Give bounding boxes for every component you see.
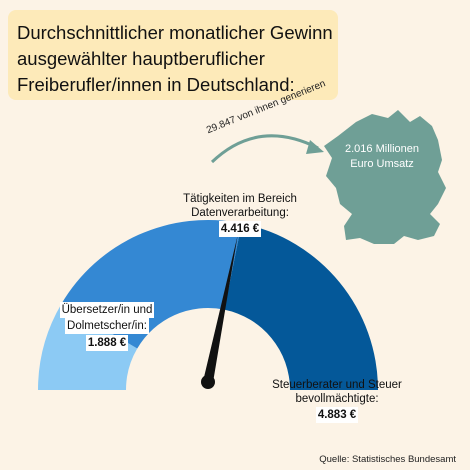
gauge-needle bbox=[201, 234, 238, 389]
value-steuerberater: 4.883 € bbox=[315, 407, 359, 423]
label-steuerberater-line-1: Steuerberater und Steuer bbox=[272, 379, 402, 391]
label-uebersetzer-line-1: Übersetzer/in und bbox=[59, 302, 155, 318]
label-uebersetzer: Übersetzer/in und Dolmetscher/in: 1.888 … bbox=[42, 302, 172, 351]
label-datenverarbeitung: Tätigkeiten im Bereich Datenverarbeitung… bbox=[155, 192, 325, 237]
curved-arrow bbox=[210, 134, 319, 164]
title-box bbox=[8, 10, 338, 100]
label-steuerberater: Steuerberater und Steuer bevollmächtigte… bbox=[262, 378, 412, 423]
map-caption-line-1: 2.016 Millionen bbox=[345, 143, 419, 155]
label-datenverarbeitung-line-2: Datenverarbeitung: bbox=[191, 207, 289, 219]
germany-map bbox=[324, 110, 446, 244]
value-datenverarbeitung: 4.416 € bbox=[218, 221, 262, 237]
label-uebersetzer-line-2: Dolmetscher/in: bbox=[65, 318, 149, 334]
curved-arrow-head bbox=[306, 140, 324, 154]
map-caption: 2.016 Millionen Euro Umsatz bbox=[332, 142, 432, 172]
gauge-segment-3 bbox=[224, 223, 378, 390]
label-datenverarbeitung-line-1: Tätigkeiten im Bereich bbox=[183, 193, 297, 205]
map-caption-line-2: Euro Umsatz bbox=[350, 158, 414, 170]
needle-pointer bbox=[203, 234, 238, 383]
chart-title-line-1: Durchschnittlicher monatlicher Gewinn bbox=[17, 22, 333, 43]
label-steuerberater-line-2: bevollmächtigte: bbox=[295, 393, 379, 405]
value-uebersetzer: 1.888 € bbox=[85, 335, 129, 351]
needle-hub bbox=[201, 375, 215, 389]
source-note: Quelle: Statistisches Bundesamt bbox=[319, 454, 456, 465]
chart-title-line-3: Freiberufler/innen in Deutschland: bbox=[17, 74, 295, 95]
chart-title-line-2: ausgewählter hauptberuflicher bbox=[17, 48, 265, 69]
